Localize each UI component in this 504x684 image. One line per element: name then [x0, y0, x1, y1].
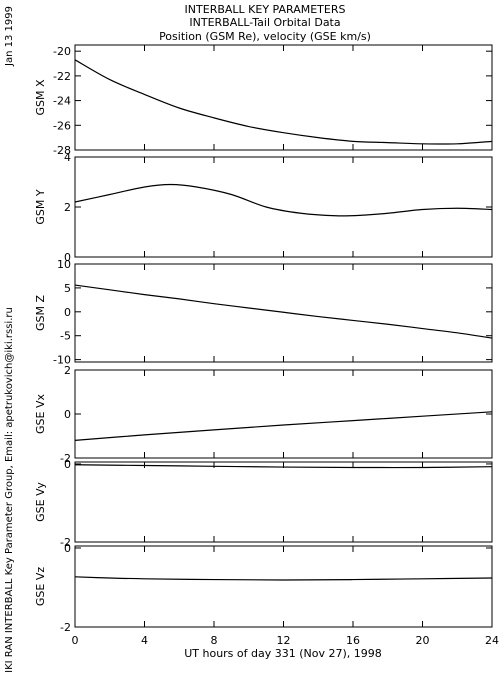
panel-frame — [74, 369, 493, 459]
y-tick-label: 10 — [57, 258, 71, 271]
y-axis-label: GSE Vy — [34, 482, 47, 522]
chart-title-2: INTERBALL-Tail Orbital Data — [189, 16, 340, 29]
y-tick-label: 0 — [64, 542, 71, 555]
x-axis-label: UT hours of day 331 (Nov 27), 1998 — [184, 647, 382, 660]
y-tick-label: -24 — [53, 95, 71, 108]
side-date: Jan 13 1999 — [4, 6, 15, 67]
y-tick-label: -2 — [60, 452, 71, 465]
x-tick-label: 24 — [485, 634, 499, 647]
series-line — [74, 464, 493, 469]
y-tick-label: 5 — [64, 282, 71, 295]
panel-frame — [74, 263, 493, 363]
x-tick-label: 0 — [72, 634, 79, 647]
y-tick-label: 0 — [64, 251, 71, 264]
series-line — [74, 576, 493, 581]
chart-title-3: Position (GSM Re), velocity (GSE km/s) — [159, 30, 371, 43]
y-tick-label: 2 — [64, 201, 71, 214]
series-line — [74, 59, 493, 145]
y-axis-label: GSM X — [34, 79, 47, 115]
y-tick-label: 4 — [64, 151, 71, 164]
y-tick-label: 2 — [64, 364, 71, 377]
x-tick-label: 4 — [141, 634, 148, 647]
y-axis-label: GSM Z — [34, 295, 47, 331]
x-tick-label: 8 — [211, 634, 218, 647]
y-tick-label: -2 — [60, 621, 71, 634]
y-axis-label: GSM Y — [34, 189, 47, 224]
panel-frame — [74, 44, 493, 151]
chart-title-1: INTERBALL KEY PARAMETERS — [185, 3, 346, 16]
panel-frame — [74, 545, 493, 628]
series-line — [74, 411, 493, 441]
side-credit: IKI RAN INTERBALL Key Parameter Group, E… — [4, 307, 15, 673]
y-tick-label: 0 — [64, 306, 71, 319]
y-tick-label: -22 — [53, 70, 71, 83]
y-tick-label: -26 — [53, 119, 71, 132]
panel-frame — [74, 156, 493, 258]
y-axis-label: GSE Vz — [34, 567, 47, 606]
y-tick-label: -5 — [60, 330, 71, 343]
series-line — [74, 183, 493, 217]
y-tick-label: 0 — [64, 458, 71, 471]
y-tick-label: -28 — [53, 144, 71, 157]
panel-frame — [74, 461, 493, 543]
series-line — [74, 284, 493, 339]
y-tick-label: -10 — [53, 354, 71, 367]
x-tick-label: 12 — [277, 634, 291, 647]
x-tick-label: 16 — [346, 634, 360, 647]
y-axis-label: GSE Vx — [34, 394, 47, 434]
y-tick-label: 0 — [64, 408, 71, 421]
y-tick-label: -20 — [53, 45, 71, 58]
x-tick-label: 20 — [416, 634, 430, 647]
y-tick-label: -2 — [60, 536, 71, 549]
